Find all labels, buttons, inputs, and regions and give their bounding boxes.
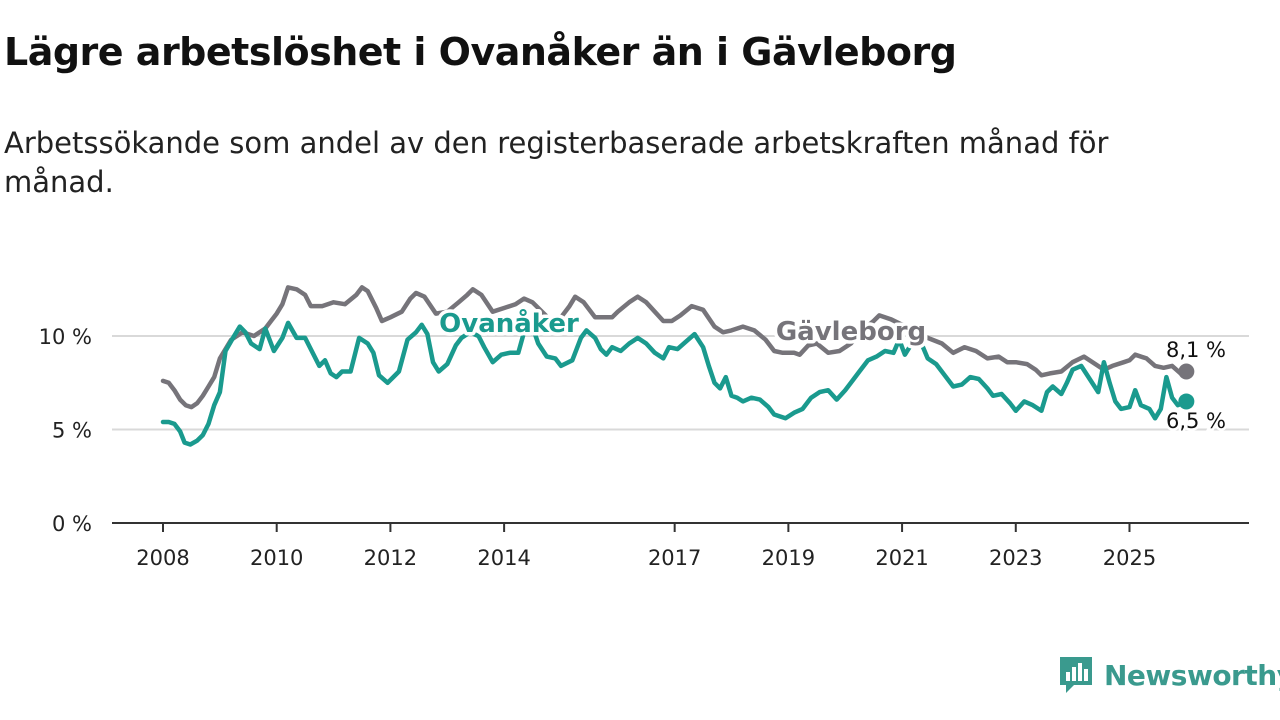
x-tick-label: 2023 [989,546,1042,570]
grid-lines [112,335,1249,431]
x-tick-label: 2008 [136,546,189,570]
series-labels: Gävleborg Ovanåker 8,1 % 6,5 % [436,304,1229,436]
brand-name: Newsworthy [1104,658,1280,692]
end-label-ovanaker: 6,5 % [1166,409,1226,433]
y-tick-label: 10 % [39,325,92,349]
y-axis: 0 % 5 % 10 % [39,325,92,536]
series-label-ovanaker: Ovanåker [439,307,579,339]
series-endpoint-gavleborg [1178,363,1195,380]
x-tick-label: 2012 [364,546,417,570]
series-label-gavleborg: Gävleborg [776,317,926,347]
x-tick-label: 2010 [250,546,303,570]
x-axis: 2008 2010 2012 2014 2017 2019 2021 2023 2025 [112,522,1249,570]
y-tick-label: 5 % [52,419,92,443]
x-tick-label: 2021 [875,546,928,570]
chart-subtitle: Arbetssökande som andel av den registerb… [4,126,1109,199]
series-lines [160,285,1195,447]
x-tick-label: 2017 [648,546,701,570]
newsworthy-logo: Newsworthy [1058,654,1280,696]
newsworthy-logo-icon [1060,657,1092,693]
x-tick-label: 2014 [477,546,530,570]
end-label-gavleborg: 8,1 % [1166,338,1226,362]
chart-title: Lägre arbetslöshet i Ovanåker än i Gävle… [4,30,957,74]
x-tick-label: 2019 [762,546,815,570]
x-tick-label: 2025 [1103,546,1156,570]
series-line-ovanaker [160,320,1189,447]
series-endpoint-ovanaker [1178,393,1195,410]
series-line-gavleborg [160,285,1189,410]
y-tick-label: 0 % [52,512,92,536]
